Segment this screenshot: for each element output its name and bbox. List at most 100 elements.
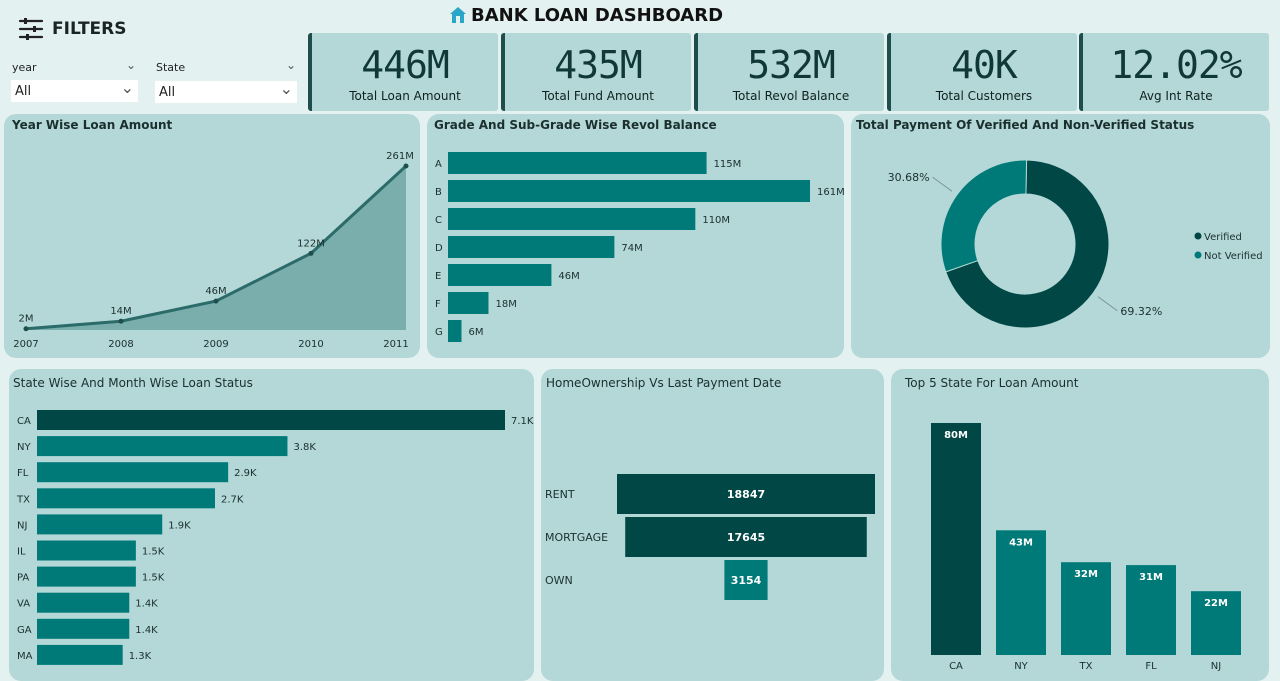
- data-label: 17645: [727, 531, 765, 544]
- kpi-label: Total Loan Amount: [349, 89, 461, 103]
- chart-title: HomeOwnership Vs Last Payment Date: [546, 376, 782, 390]
- chart-title: State Wise And Month Wise Loan Status: [13, 376, 253, 390]
- y-tick-label: B: [435, 187, 442, 198]
- bar: [37, 436, 288, 457]
- bar: [448, 292, 489, 314]
- legend-marker: [1194, 232, 1202, 240]
- data-label: 110M: [702, 215, 730, 226]
- state-filter-chevron-icon[interactable]: ⌄: [286, 58, 297, 72]
- filter-sliders-icon: [18, 18, 44, 40]
- y-tick-label: NJ: [17, 520, 27, 531]
- data-label: 3154: [731, 574, 762, 587]
- data-label: 261M: [386, 151, 414, 162]
- y-tick-label: E: [435, 271, 441, 282]
- kpi-value: 12.02%: [1110, 43, 1242, 87]
- bar: [1061, 562, 1111, 655]
- year-filter-chevron-icon[interactable]: ⌄: [126, 58, 137, 72]
- data-point: [118, 318, 124, 324]
- data-label: 2M: [19, 314, 34, 325]
- x-tick-label: CA: [949, 661, 963, 672]
- leader-line: [932, 176, 953, 192]
- panel-top5-state: Top 5 State For Loan Amount 80M CA 43M NY 32…: [891, 369, 1269, 681]
- kpi-label: Total Revol Balance: [732, 89, 850, 103]
- bar: [448, 236, 615, 258]
- panel-year-wise-loan: Year Wise Loan Amount 2M 2007 14M 2008 46M 20…: [4, 114, 420, 358]
- chart-title: Top 5 State For Loan Amount: [905, 376, 1079, 390]
- x-tick-label: FL: [1145, 661, 1157, 672]
- y-tick-label: C: [435, 215, 442, 226]
- kpi-card-avg-int-rate: 12.02% Avg Int Rate: [1079, 33, 1269, 111]
- bar: [37, 514, 163, 535]
- panel-grade-revol-balance: Grade And Sub-Grade Wise Revol Balance A…: [427, 114, 844, 358]
- kpi-card-total-loan: 446M Total Loan Amount: [308, 33, 498, 111]
- data-label: 46M: [558, 271, 579, 282]
- filters-title: FILTERS: [52, 19, 127, 39]
- y-tick-label: CA: [17, 416, 31, 427]
- legend-label: Verified: [1204, 232, 1242, 243]
- category-label: OWN: [545, 574, 573, 587]
- chart-title: Total Payment Of Verified And Non-Verifi…: [856, 118, 1195, 132]
- kpi-value: 40K: [951, 43, 1018, 87]
- y-tick-label: F: [435, 299, 441, 310]
- data-label: 6M: [468, 327, 483, 338]
- category-label: MORTGAGE: [545, 531, 608, 544]
- y-tick-label: IL: [17, 547, 26, 558]
- data-label: 43M: [1009, 537, 1033, 548]
- bar: [448, 152, 707, 174]
- kpi-label: Total Customers: [935, 89, 1033, 103]
- kpi-card-total-fund: 435M Total Fund Amount: [501, 33, 691, 111]
- bar: [1191, 591, 1241, 655]
- data-label: 80M: [944, 430, 968, 441]
- data-label: 1.5K: [142, 573, 165, 584]
- data-label: 1.5K: [142, 547, 165, 558]
- data-label: 1.9K: [168, 520, 191, 531]
- bar: [448, 208, 696, 230]
- data-point: [403, 163, 409, 169]
- kpi-value: 446M: [361, 43, 450, 87]
- category-label: RENT: [545, 488, 575, 501]
- filters-header: FILTERS: [18, 14, 128, 44]
- y-tick-label: D: [435, 243, 443, 254]
- data-label: 2.7K: [221, 494, 244, 505]
- year-wise-loan-chart: 2M 2007 14M 2008 46M 2009 122M 2010 261M 2011: [13, 151, 414, 350]
- kpi-card-revol-balance: 532M Total Revol Balance: [694, 33, 884, 111]
- bar: [448, 320, 462, 342]
- data-point: [213, 298, 219, 304]
- data-point: [308, 250, 314, 256]
- data-label: 32M: [1074, 569, 1098, 580]
- x-tick-label: NY: [1014, 661, 1028, 672]
- year-dropdown-icon[interactable]: ⌄: [120, 78, 134, 97]
- year-select[interactable]: All ⌄: [11, 78, 138, 102]
- grade-revol-chart: A 115M B 161M C 110M D 74M E 46M F 18M G 6M: [435, 152, 844, 342]
- funnel-bar: [625, 517, 867, 557]
- state-select[interactable]: All ⌄: [155, 79, 297, 103]
- data-label: 3.8K: [293, 442, 316, 453]
- y-tick-label: MA: [17, 651, 33, 662]
- data-label: 1.3K: [129, 651, 152, 662]
- bar: [37, 488, 215, 509]
- panel-state-loan-status: State Wise And Month Wise Loan Status CA…: [9, 369, 534, 681]
- x-tick-label: TX: [1079, 661, 1093, 672]
- data-label: 30.68%: [888, 171, 930, 184]
- bar: [37, 410, 505, 430]
- state-loan-status-chart: CA 7.1K NY 3.8K FL 2.9K TX 2.7K NJ 1.9K IL 1.5K PA 1.…: [16, 410, 534, 665]
- verified-status-donut: 69.32% 30.68% Verified Not Verified: [888, 159, 1263, 329]
- home-icon: [450, 7, 466, 23]
- year-filter-label: year: [12, 61, 37, 74]
- data-label: 74M: [621, 243, 642, 254]
- bar: [37, 592, 130, 613]
- data-point: [23, 326, 29, 332]
- state-dropdown-icon[interactable]: ⌄: [279, 79, 293, 98]
- kpi-value: 435M: [554, 43, 643, 87]
- bar: [37, 462, 229, 483]
- data-label: 18847: [727, 488, 765, 501]
- data-label: 1.4K: [135, 625, 158, 636]
- chart-title: Year Wise Loan Amount: [12, 118, 173, 132]
- bar: [1126, 565, 1176, 655]
- donut-slice: [945, 159, 1110, 329]
- x-tick-label: 2007: [13, 339, 38, 350]
- bar: [448, 264, 552, 286]
- bar: [37, 566, 136, 587]
- panel-verified-status: Total Payment Of Verified And Non-Verifi…: [851, 114, 1270, 358]
- y-tick-label: A: [435, 159, 442, 170]
